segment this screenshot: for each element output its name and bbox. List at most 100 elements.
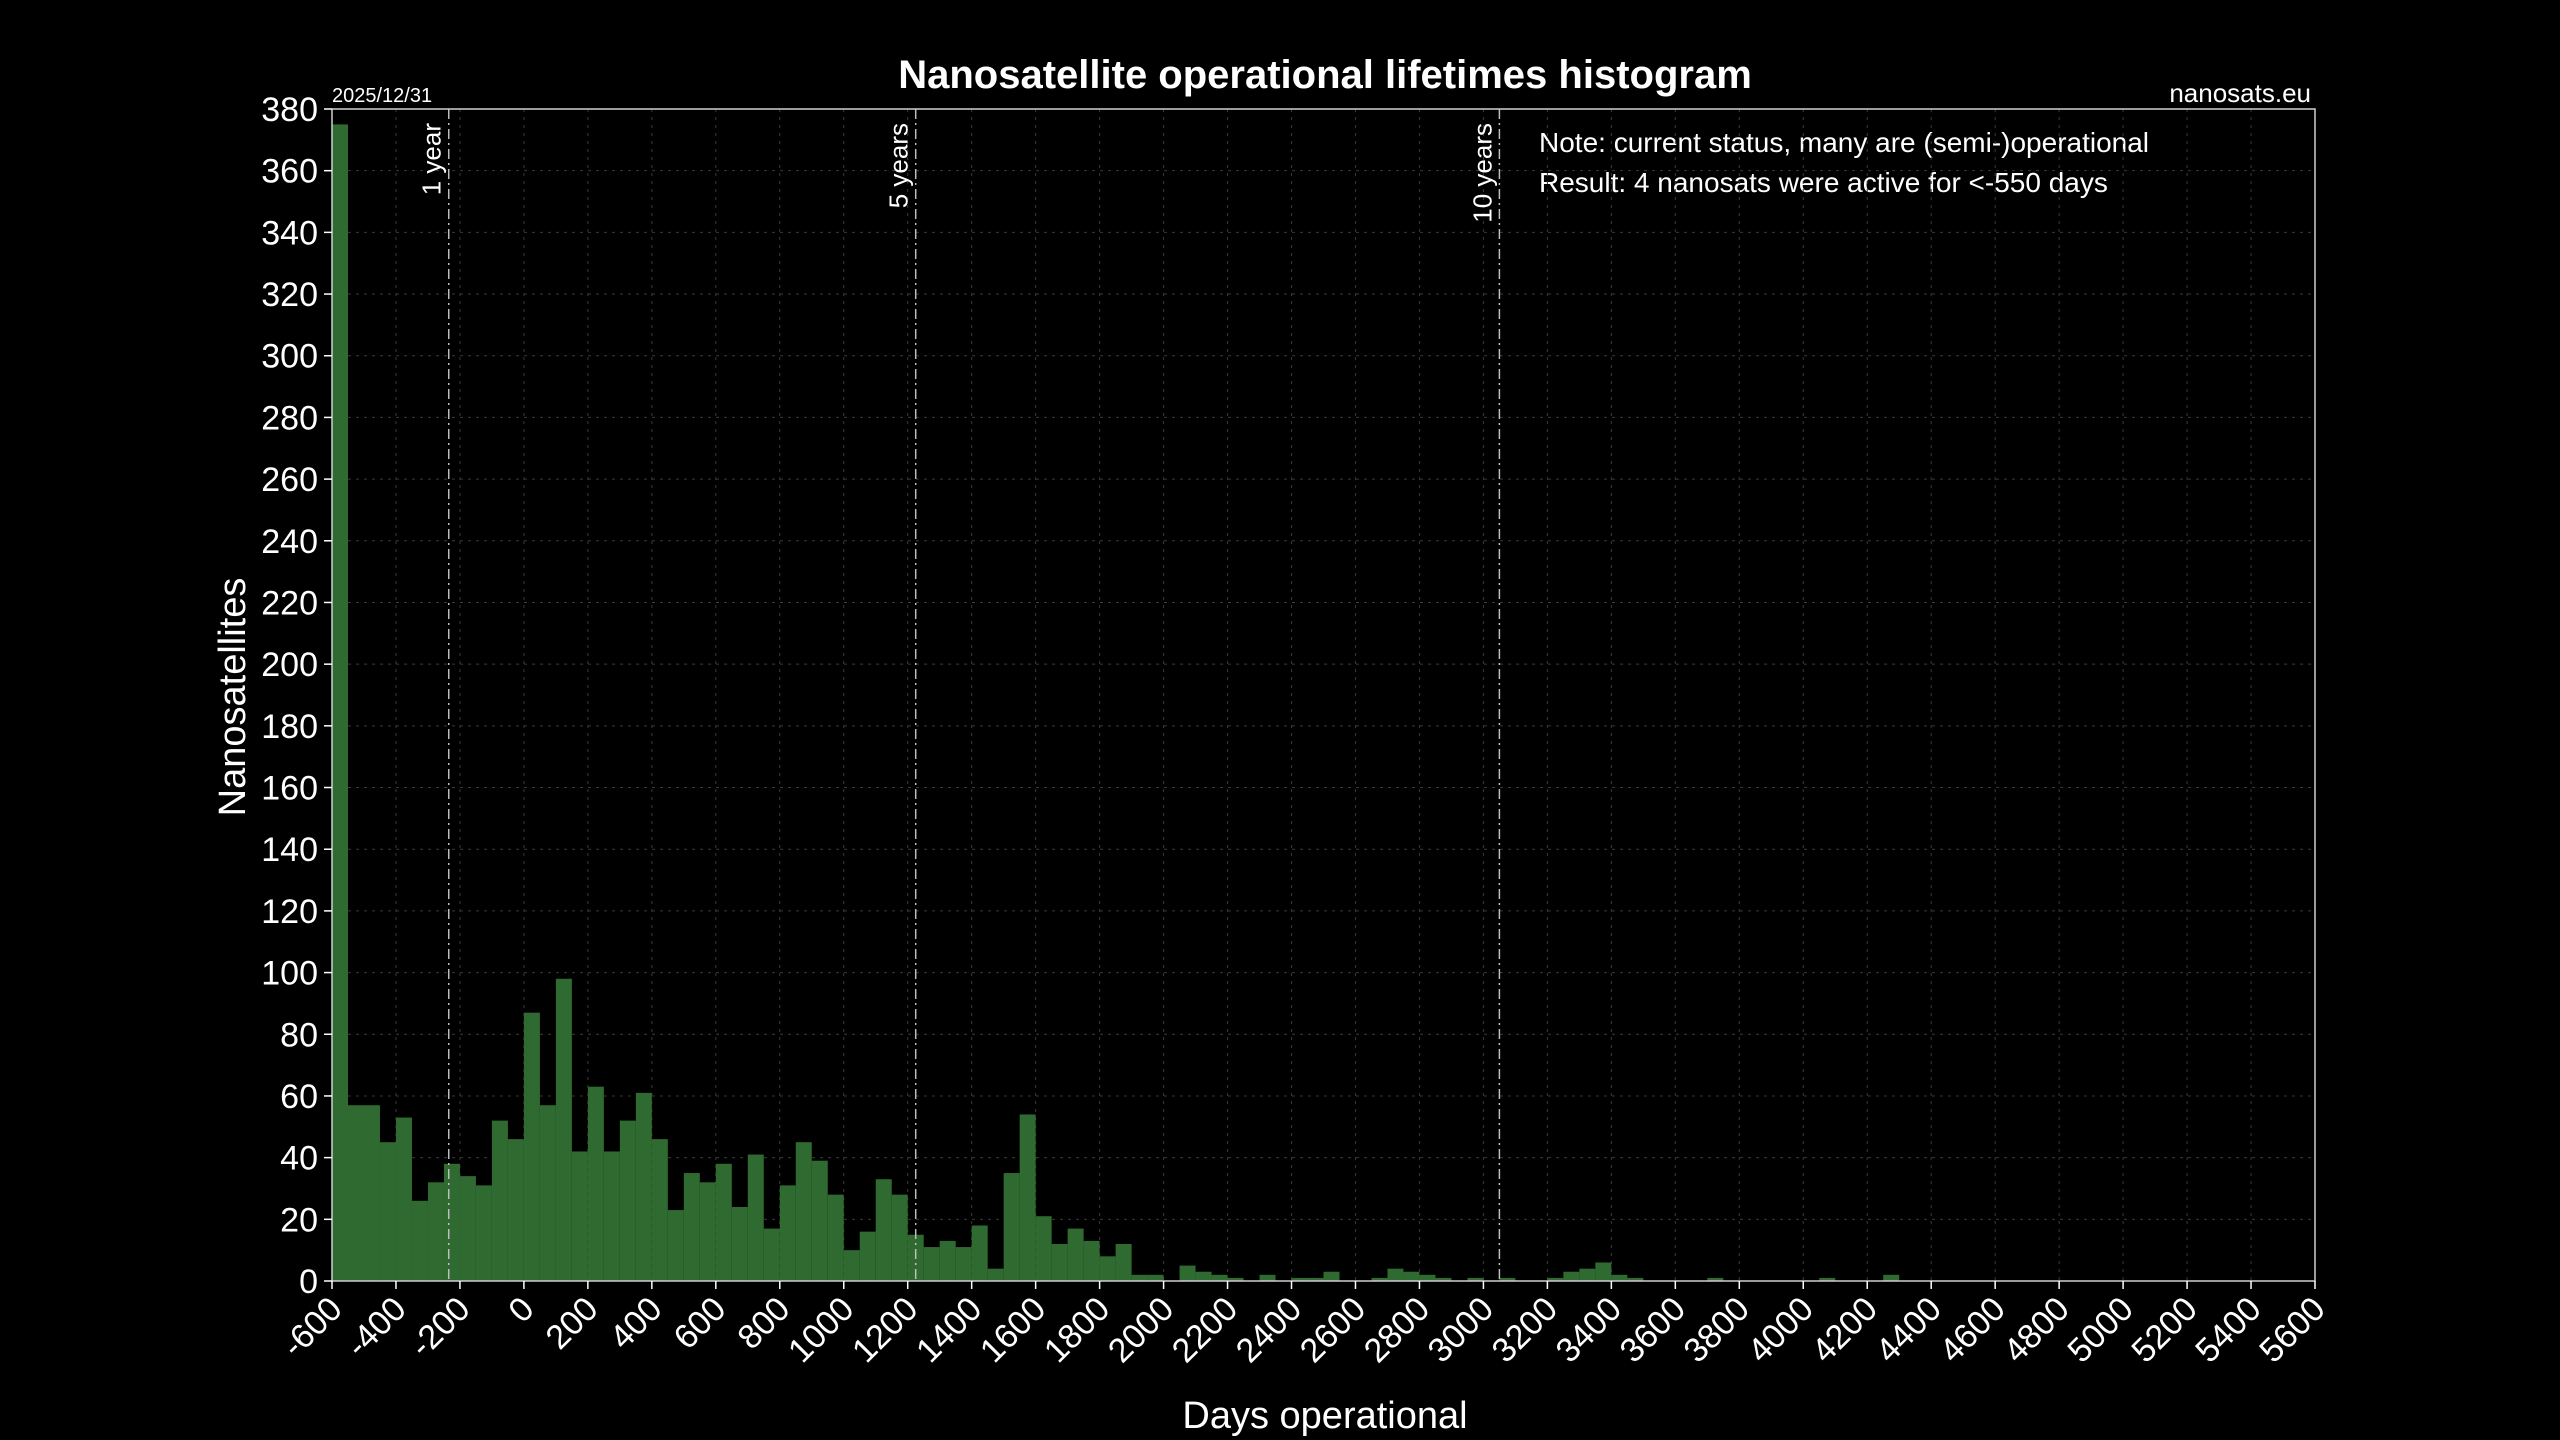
x-tick-label: 3800 [1677,1290,1757,1370]
histogram-bar [859,1231,876,1281]
source-label: nanosats.eu [2169,78,2311,108]
y-tick-label: 280 [261,399,318,437]
x-tick-label: 4200 [1805,1290,1885,1370]
x-tick-label: 3600 [1613,1290,1693,1370]
histogram-bar [683,1173,700,1281]
x-tick-label: 4400 [1868,1290,1948,1370]
y-tick-label: 200 [261,646,318,684]
histogram-bar [571,1151,588,1281]
chart-title: Nanosatellite operational lifetimes hist… [898,53,1752,97]
y-tick-label: 20 [280,1201,318,1239]
histogram-bar [1115,1243,1132,1281]
y-tick-label: 140 [261,831,318,869]
x-tick-label: -600 [275,1290,350,1365]
reference-line-label: 10 years [1467,123,1497,223]
x-tick-label: 1000 [781,1290,861,1370]
histogram-bar [395,1117,412,1281]
x-tick-label: 400 [603,1290,670,1357]
histogram-bar [1419,1274,1436,1281]
histogram-bar [811,1160,828,1281]
histogram-bar [1003,1173,1020,1281]
histogram-bar [1291,1277,1308,1281]
histogram-bar [539,1105,556,1281]
histogram-bar [1259,1274,1276,1281]
x-tick-label: 5000 [2060,1290,2140,1370]
histogram-bar [443,1163,460,1281]
x-tick-label: 1400 [909,1290,989,1370]
x-tick-label: 200 [539,1290,606,1357]
histogram-bar [1435,1277,1452,1281]
histogram-bar [1051,1243,1068,1281]
histogram-bar [1547,1277,1564,1281]
histogram-bar [523,1012,540,1281]
y-tick-label: 160 [261,770,318,808]
histogram-bar [459,1176,476,1281]
histogram-bar [731,1206,748,1281]
histogram-bar [987,1268,1004,1281]
histogram-bar [475,1185,492,1281]
histogram-bar [875,1179,892,1281]
histogram-bar [1467,1277,1484,1281]
histogram-bar [715,1163,732,1281]
histogram-bar [427,1182,444,1281]
x-tick-label: 3000 [1421,1290,1501,1370]
histogram-bar [795,1142,812,1281]
y-tick-label: 80 [280,1016,318,1054]
histogram-bar [379,1142,396,1281]
histogram-bar [603,1151,620,1281]
histogram-bar [1195,1271,1212,1281]
histogram-bar [939,1240,956,1281]
x-tick-label: 4800 [1996,1290,2076,1370]
x-tick-label: 0 [501,1290,541,1330]
histogram-bar [667,1210,684,1281]
histogram-bar [1707,1277,1724,1281]
y-tick-label: 100 [261,955,318,993]
histogram-bar [1563,1271,1580,1281]
histogram-bar [1035,1216,1052,1281]
histogram-bar [1819,1277,1836,1281]
annotation-note: Note: current status, many are (semi-)op… [1539,127,2149,158]
histogram-bar [891,1194,908,1281]
y-tick-label: 260 [261,461,318,499]
x-tick-label: 2200 [1165,1290,1245,1370]
y-tick-label: 380 [261,91,318,129]
histogram-bar [955,1247,972,1281]
histogram-bar [1179,1265,1196,1281]
y-tick-label: 120 [261,893,318,931]
histogram-bar [1403,1271,1420,1281]
x-tick-label: 3200 [1485,1290,1565,1370]
histogram-bar [1883,1274,1900,1281]
annotation-result: Result: 4 nanosats were active for <-550… [1539,167,2108,198]
histogram-bar [971,1225,988,1281]
histogram-bar [1067,1228,1084,1281]
histogram-bar [1499,1277,1516,1281]
y-tick-label: 220 [261,584,318,622]
y-tick-label: 240 [261,523,318,561]
reference-line-label: 5 years [884,123,914,208]
x-tick-label: 1200 [845,1290,925,1370]
plot-area: 1 year 5 years 10 years 0 20 40 60 80 100 120 140 1… [261,91,2332,1370]
histogram-bar [363,1105,380,1281]
x-tick-label: 5600 [2252,1290,2332,1370]
histogram-bar [507,1139,524,1281]
histogram-bar [651,1139,668,1281]
y-axis-label: Nanosatellites [212,578,254,817]
x-tick-label: 4600 [1932,1290,2012,1370]
histogram-bar [1211,1274,1228,1281]
histogram-bar [491,1120,508,1281]
y-tick-label: 320 [261,276,318,314]
histogram-bar [555,978,572,1281]
histogram-bar [1611,1274,1628,1281]
histogram-bar [1227,1277,1244,1281]
x-tick-label: 5200 [2124,1290,2204,1370]
y-tick-label: 360 [261,153,318,191]
x-tick-label: 2600 [1293,1290,1373,1370]
x-tick-label: 2000 [1101,1290,1181,1370]
histogram-bar [1595,1262,1612,1281]
x-tick-label: 600 [666,1290,733,1357]
y-tick-label: 60 [280,1078,318,1116]
date-label: 2025/12/31 [332,85,432,107]
histogram-bar [1307,1277,1324,1281]
histogram-bar [411,1200,428,1281]
